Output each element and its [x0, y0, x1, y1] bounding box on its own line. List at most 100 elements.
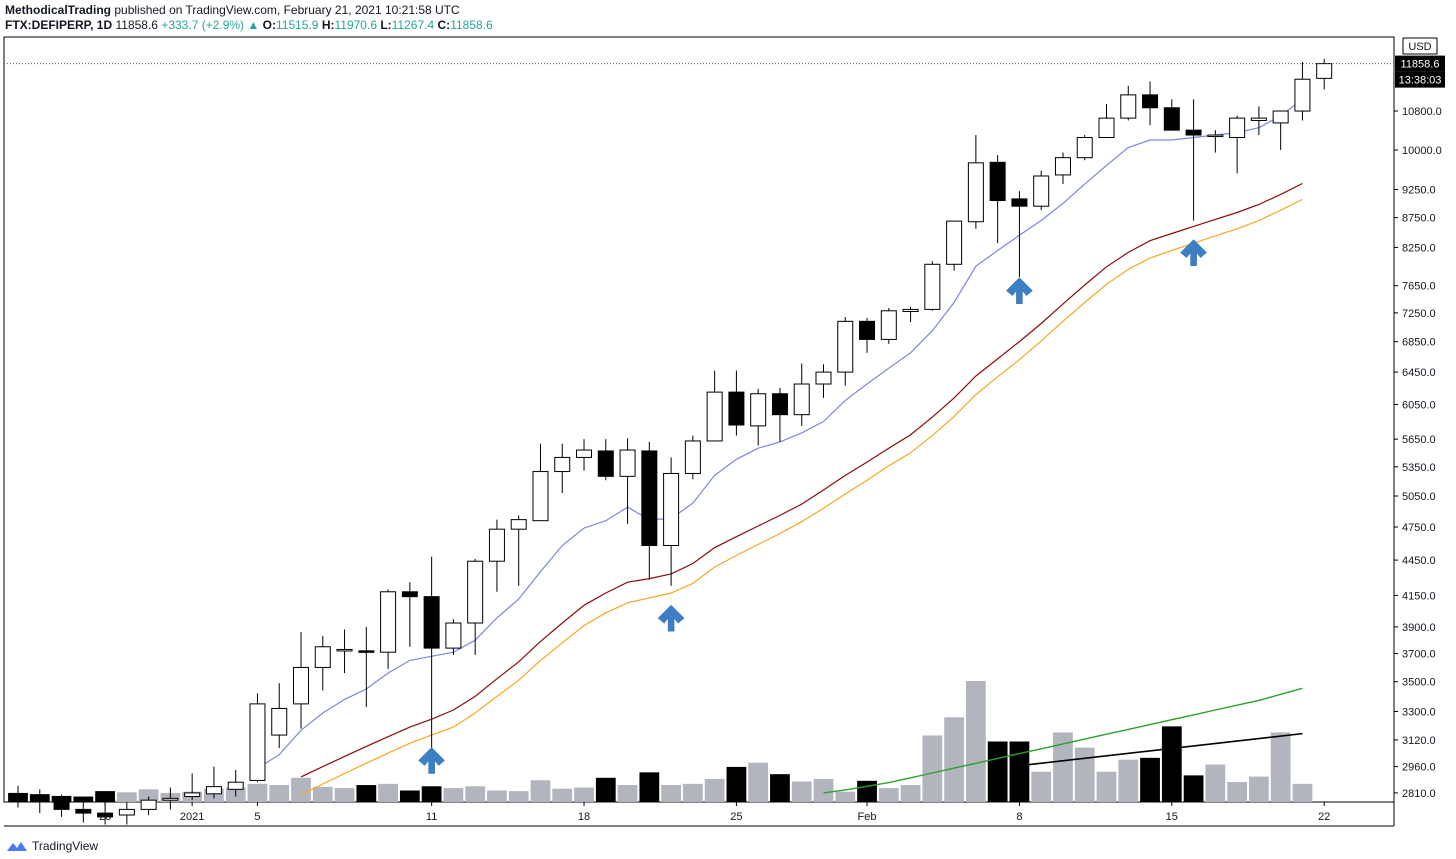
volume-bar: [617, 785, 638, 802]
volume-bar: [748, 762, 769, 802]
candle-body: [554, 456, 571, 473]
candle-body: [1229, 117, 1246, 139]
symbol-label[interactable]: FTX:DEFIPERP, 1D: [5, 18, 113, 32]
low-label: L:: [380, 18, 392, 32]
candle-body: [750, 393, 767, 427]
candle: [1294, 61, 1311, 121]
candle-body: [967, 162, 984, 223]
volume-bar: [291, 777, 311, 802]
volume-bar: [1053, 732, 1073, 802]
volume-bar: [857, 780, 877, 802]
published-text: published on TradingView.com, February 2…: [114, 3, 460, 17]
price-tick-label: 4450.0: [1402, 555, 1436, 567]
candle: [989, 155, 1006, 244]
volume-bar: [726, 766, 747, 802]
candle: [728, 370, 745, 436]
candle-body: [532, 471, 549, 522]
candle-body: [684, 440, 701, 474]
price-tick-label: 7650.0: [1402, 281, 1436, 293]
candle: [924, 261, 941, 311]
volume-bar: [399, 790, 420, 802]
price-tick-label: 4150.0: [1402, 590, 1436, 602]
candle-body: [1098, 117, 1115, 139]
candle: [1272, 110, 1289, 151]
time-axis[interactable]: 28 2021 5 11 18 25 Feb 8 15 22: [99, 802, 1330, 823]
candle: [902, 306, 919, 323]
candle-body: [706, 391, 723, 442]
candle-body: [140, 799, 157, 810]
candle-body: [488, 528, 505, 562]
candle-body: [663, 472, 680, 546]
volume-bar: [378, 783, 398, 802]
candle-body: [423, 596, 440, 649]
volume-bar: [1292, 783, 1313, 802]
candle: [1098, 104, 1115, 139]
time-tick-label: 28: [99, 811, 111, 823]
candle: [576, 439, 593, 471]
candle-body: [118, 808, 135, 816]
open-label: O:: [262, 18, 276, 32]
footer-brand[interactable]: TradingView: [6, 839, 98, 853]
price-tick-label: 3900.0: [1402, 622, 1436, 634]
candle: [1076, 135, 1093, 161]
volume-bar: [312, 786, 333, 802]
volume-bar: [530, 780, 551, 802]
price-tick-label: 8750.0: [1402, 213, 1436, 225]
candle-body: [771, 393, 788, 416]
candle: [771, 388, 788, 442]
time-tick-label: Feb: [858, 811, 877, 823]
volume-bar: [95, 791, 115, 802]
time-tick-label: 18: [578, 811, 590, 823]
candle: [750, 388, 767, 446]
candle-body: [641, 450, 658, 546]
candle-body: [793, 383, 810, 416]
candle-body: [1163, 107, 1180, 131]
candle-body: [1054, 157, 1071, 176]
price-tick-label: 3300.0: [1402, 707, 1436, 719]
candle: [445, 619, 462, 655]
candle-body: [401, 591, 418, 598]
candle-body: [31, 796, 48, 803]
candle-body: [10, 794, 26, 798]
volume-bar: [552, 788, 573, 802]
candle: [467, 558, 484, 655]
legend-row: FTX:DEFIPERP, 1D 11858.6 +333.7 (+2.9%) …: [5, 18, 493, 32]
publisher-name[interactable]: MethodicalTrading: [5, 3, 112, 17]
price-axis[interactable]: USD 10800.0 10000.0 9250.0 8750.0 8250.0 7650…: [1394, 37, 1442, 800]
candle: [314, 636, 331, 691]
volume-bar: [770, 774, 790, 802]
arrow-up-icon: [1180, 239, 1207, 266]
candle: [793, 363, 810, 426]
volume-bar: [1205, 764, 1226, 802]
indicator-layer: [257, 98, 1303, 796]
candle-body: [815, 371, 832, 385]
volume-bar: [639, 772, 660, 802]
candle: [663, 457, 680, 586]
last-price: 11858.6: [115, 18, 158, 32]
candles-layer: [10, 58, 1333, 825]
ema-mid-line: [300, 182, 1303, 778]
candle: [380, 589, 397, 669]
candle-body: [902, 308, 919, 312]
volume-bar: [1161, 726, 1182, 802]
volume-bar: [944, 717, 964, 802]
candle-body: [510, 519, 527, 530]
volume-bar: [1183, 775, 1204, 802]
candle: [1054, 152, 1071, 185]
volume-bar: [1227, 782, 1248, 802]
candle-body: [1076, 137, 1093, 159]
candle-body: [1033, 175, 1050, 207]
candle-body: [336, 648, 353, 652]
candle: [205, 766, 222, 799]
time-tick-label: 22: [1318, 811, 1330, 823]
candle: [271, 683, 288, 749]
candle-body: [249, 703, 266, 781]
candle-body: [162, 797, 179, 801]
price-tick-label: 8250.0: [1402, 242, 1436, 254]
candle: [967, 135, 984, 229]
candle: [597, 439, 614, 481]
time-tick-label: 15: [1166, 811, 1178, 823]
currency-badge[interactable]: USD: [1402, 37, 1438, 55]
arrow-up-icon: [657, 604, 685, 632]
